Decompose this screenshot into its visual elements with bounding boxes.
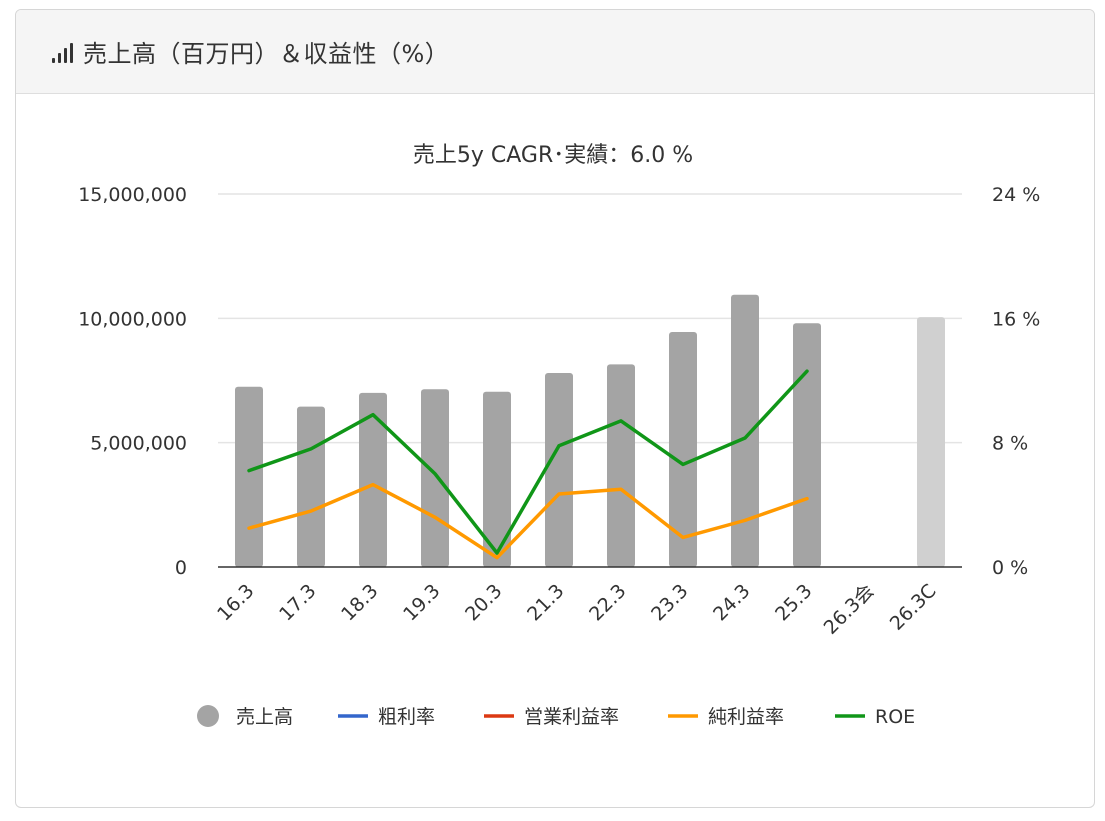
right-axis-tick-label: 24 % <box>992 184 1040 206</box>
legend: 売上高 粗利率 営業利益率 純利益率 ROE <box>197 705 915 728</box>
card-header: 売上高（百万円）＆収益性（%） <box>16 10 1094 94</box>
legend-label: 純利益率 <box>708 706 784 728</box>
sales-bar <box>421 389 449 567</box>
right-axis-tick-label: 0 % <box>992 557 1028 579</box>
chart-card: 売上高（百万円）＆収益性（%） <box>15 9 1095 808</box>
right-axis-tick-label: 16 % <box>992 308 1040 330</box>
x-tick-label: 22.3 <box>585 580 630 625</box>
x-tick-label: 26.3会 <box>820 580 879 639</box>
card-title: 売上高（百万円）＆収益性（%） <box>83 40 450 68</box>
sales-bar <box>731 294 759 567</box>
left-axis-tick-label: 5,000,000 <box>90 433 187 455</box>
legend-label: 営業利益率 <box>524 706 619 728</box>
left-axis-tick-label: 0 <box>175 557 187 579</box>
right-axis-tick-label: 8 % <box>992 433 1028 455</box>
x-tick-label: 17.3 <box>275 580 320 625</box>
x-tick-label: 19.3 <box>399 580 444 625</box>
legend-marker-circle <box>197 705 219 727</box>
grid-lines <box>218 193 962 444</box>
line-series <box>247 369 809 560</box>
sales-bar <box>359 392 387 567</box>
x-tick-label: 18.3 <box>337 580 382 625</box>
x-tick-label: 16.3 <box>213 580 258 625</box>
sales-bar <box>545 373 573 567</box>
x-tick-label: 25.3 <box>771 580 816 625</box>
x-tick-label: 20.3 <box>461 580 506 625</box>
sales-bar <box>483 391 511 567</box>
sales-bar <box>607 364 635 567</box>
legend-label: 売上高 <box>236 706 293 728</box>
line-純利益率 <box>247 482 809 560</box>
left-axis-tick-label: 15,000,000 <box>78 184 187 206</box>
sales-bar <box>793 323 821 567</box>
x-tick-label: 24.3 <box>709 580 754 625</box>
legend-label: ROE <box>875 706 915 728</box>
x-tick-label: 26.3C <box>886 580 941 635</box>
sales-bar <box>917 317 945 567</box>
x-tick-label: 23.3 <box>647 580 692 625</box>
signal-bars-icon <box>52 41 73 63</box>
chart-title: 売上5y CAGR･実績：6.0 % <box>413 143 693 168</box>
legend-label: 粗利率 <box>378 706 435 728</box>
line-ROE <box>247 369 809 555</box>
sales-bar <box>297 406 325 567</box>
sales-bar <box>235 386 263 567</box>
sales-bar <box>669 332 697 567</box>
left-axis-tick-label: 10,000,000 <box>78 308 187 330</box>
x-tick-label: 21.3 <box>523 580 568 625</box>
